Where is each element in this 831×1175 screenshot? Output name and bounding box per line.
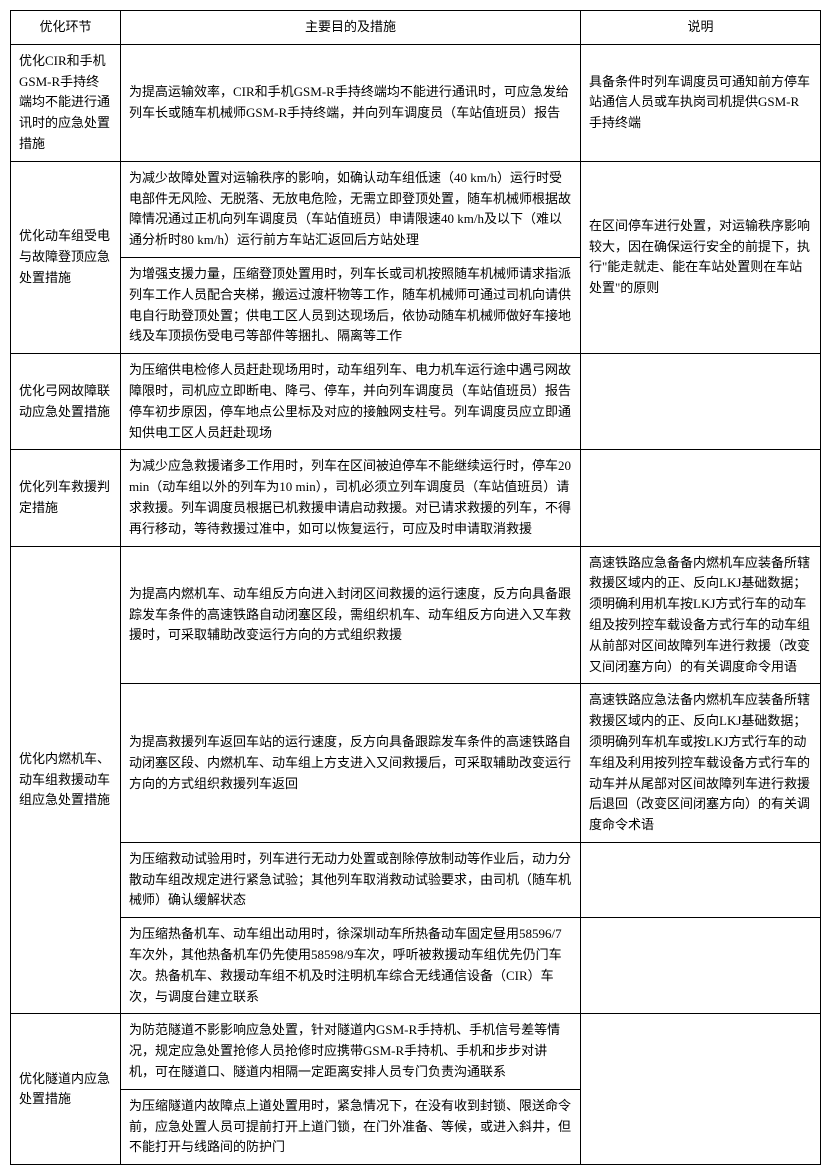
note-cell: 高速铁路应急备备内燃机车应装备所辖救援区域内的正、反向LKJ基础数据；须明确利用… — [581, 546, 821, 684]
note-cell — [581, 450, 821, 546]
header-measures: 主要目的及措施 — [121, 11, 581, 45]
table-row: 为压缩热备机车、动车组出动用时，徐深圳动车所热备动车固定昼用58596/7车次外… — [11, 918, 821, 1014]
table-row: 优化隧道内应急处置措施 为防范隧道不影影响应急处置，针对隧道内GSM-R手持机、… — [11, 1014, 821, 1089]
header-notes: 说明 — [581, 11, 821, 45]
link-cell: 优化内燃机车、动车组救援动车组应急处置措施 — [11, 546, 121, 1014]
table-row: 优化动车组受电与故障登顶应急处置措施 为减少故障处置对运输秩序的影响，如确认动车… — [11, 161, 821, 257]
table-row: 优化内燃机车、动车组救援动车组应急处置措施 为提高内燃机车、动车组反方向进入封闭… — [11, 546, 821, 684]
measure-cell: 为防范隧道不影影响应急处置，针对隧道内GSM-R手持机、手机信号差等情况，规定应… — [121, 1014, 581, 1089]
note-cell — [581, 354, 821, 450]
link-cell: 优化弓网故障联动应急处置措施 — [11, 354, 121, 450]
link-cell: 优化CIR和手机GSM-R手持终端均不能进行通讯时的应急处置措施 — [11, 44, 121, 161]
table-row: 优化CIR和手机GSM-R手持终端均不能进行通讯时的应急处置措施 为提高运输效率… — [11, 44, 821, 161]
table-row: 优化弓网故障联动应急处置措施 为压缩供电检修人员赶赴现场用时，动车组列车、电力机… — [11, 354, 821, 450]
note-cell: 高速铁路应急法备内燃机车应装备所辖救援区域内的正、反向LKJ基础数据；须明确列车… — [581, 684, 821, 843]
measure-cell: 为提高内燃机车、动车组反方向进入封闭区间救援的运行速度，反方向具备跟踪发车条件的… — [121, 546, 581, 684]
note-cell — [581, 842, 821, 917]
measure-cell: 为提高救援列车返回车站的运行速度，反方向具备跟踪发车条件的高速铁路自动闭塞区段、… — [121, 684, 581, 843]
table-row: 优化列车救援判定措施 为减少应急救援诸多工作用时，列车在区间被迫停车不能继续运行… — [11, 450, 821, 546]
measure-cell: 为压缩隧道内故障点上道处置用时，紧急情况下，在没有收到封锁、限送命令前，应急处置… — [121, 1089, 581, 1164]
measure-cell: 为压缩供电检修人员赶赴现场用时，动车组列车、电力机车运行途中遇弓网故障限时，司机… — [121, 354, 581, 450]
measure-cell: 为压缩救动试验用时，列车进行无动力处置或剖除停放制动等作业后，动力分散动车组改规… — [121, 842, 581, 917]
measure-cell: 为增强支援力量，压缩登顶处置用时，列车长或司机按照随车机械师请求指派列车工作人员… — [121, 257, 581, 353]
table-row: 为压缩救动试验用时，列车进行无动力处置或剖除停放制动等作业后，动力分散动车组改规… — [11, 842, 821, 917]
link-cell: 优化动车组受电与故障登顶应急处置措施 — [11, 161, 121, 353]
header-row: 优化环节 主要目的及措施 说明 — [11, 11, 821, 45]
note-cell: 在区间停车进行处置，对运输秩序影响较大，因在确保运行安全的前提下，执行"能走就走… — [581, 161, 821, 353]
table-row: 为提高救援列车返回车站的运行速度，反方向具备跟踪发车条件的高速铁路自动闭塞区段、… — [11, 684, 821, 843]
link-cell: 优化隧道内应急处置措施 — [11, 1014, 121, 1165]
measure-cell: 为压缩热备机车、动车组出动用时，徐深圳动车所热备动车固定昼用58596/7车次外… — [121, 918, 581, 1014]
measure-cell: 为减少应急救援诸多工作用时，列车在区间被迫停车不能继续运行时，停车20 min（… — [121, 450, 581, 546]
note-cell — [581, 918, 821, 1014]
optimization-table: 优化环节 主要目的及措施 说明 优化CIR和手机GSM-R手持终端均不能进行通讯… — [10, 10, 821, 1165]
measure-cell: 为提高运输效率，CIR和手机GSM-R手持终端均不能进行通讯时，可应急发给列车长… — [121, 44, 581, 161]
header-link: 优化环节 — [11, 11, 121, 45]
note-cell: 具备条件时列车调度员可通知前方停车站通信人员或车执岗司机提供GSM-R手持终端 — [581, 44, 821, 161]
link-cell: 优化列车救援判定措施 — [11, 450, 121, 546]
note-cell — [581, 1014, 821, 1165]
measure-cell: 为减少故障处置对运输秩序的影响，如确认动车组低速（40 km/h）运行时受电部件… — [121, 161, 581, 257]
